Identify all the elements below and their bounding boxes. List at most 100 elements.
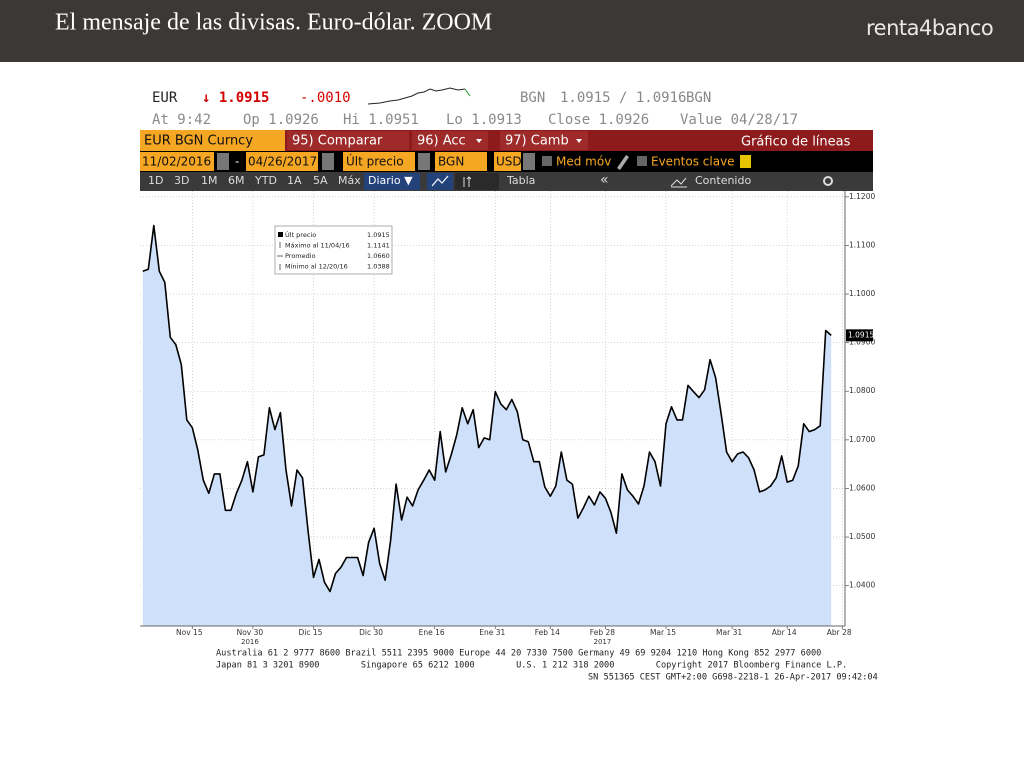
- frequency-button[interactable]: [364, 173, 420, 190]
- y-tick-label: 1.0500: [849, 532, 875, 541]
- legend-label: Mínimo al 12/20/16: [285, 263, 348, 271]
- quote-source-2: BGN: [686, 90, 711, 106]
- period[interactable]: 5A: [313, 174, 328, 187]
- y-tick-label: 1.0800: [849, 386, 875, 395]
- period[interactable]: 1D: [148, 174, 163, 187]
- y-tick-label: 1.1000: [849, 289, 875, 298]
- footer-line: Australia 61 2 9777 8600 Brazil 5511 239…: [216, 649, 821, 659]
- period[interactable]: 3D: [174, 174, 189, 187]
- compare: 95) Comparar: [292, 134, 383, 149]
- footer: Australia 61 2 9777 8600 Brazil 5511 239…: [216, 649, 878, 683]
- y-tick-label: 1.0900: [849, 338, 875, 347]
- dropdown-icon[interactable]: [418, 153, 430, 170]
- end-date: 04/26/2017: [248, 155, 317, 169]
- pen-icon[interactable]: [617, 155, 629, 170]
- period-buttons: 1D 3D 1M 6M YTD 1A 5A Máx: [148, 174, 361, 187]
- range-source: BGN: [438, 155, 464, 169]
- period-row: [140, 172, 873, 191]
- last-price-label: 1.0915: [848, 330, 874, 339]
- x-tick-label: Abr 28: [827, 628, 852, 637]
- x-tick-label: Dic 15: [299, 628, 323, 637]
- stat: Op 1.0926: [243, 112, 319, 128]
- x-year-label: 2016: [241, 638, 259, 646]
- source-field[interactable]: [435, 152, 487, 171]
- currency: USD: [496, 155, 522, 169]
- start-field[interactable]: [140, 152, 214, 171]
- footer-line: Japan 81 3 3201 8900 Singapore 65 6212 1…: [216, 661, 847, 671]
- logo: renta4banco: [866, 16, 993, 40]
- period[interactable]: YTD: [254, 174, 277, 187]
- bid-ask: 1.0915 / 1.0916: [560, 90, 686, 106]
- dropdown-arrow: [576, 139, 582, 143]
- dropdown-arrow: [476, 139, 482, 143]
- x-tick-label: Mar 15: [650, 628, 676, 637]
- checkbox[interactable]: [542, 156, 552, 166]
- x-tick-label: Feb 14: [535, 628, 560, 637]
- quote-row: EUR ↓ 1.0915 -.0010 BGN 1.0915 / 1.0916 …: [152, 87, 711, 106]
- x-tick-label: Feb 28: [590, 628, 615, 637]
- compare-button[interactable]: [287, 131, 409, 150]
- period[interactable]: 6M: [228, 174, 245, 187]
- info-icon[interactable]: [740, 155, 751, 168]
- legend-label: Últ precio: [285, 230, 316, 239]
- x-tick-label: Mar 31: [716, 628, 742, 637]
- legend-label: Máximo al 11/04/16: [285, 242, 350, 250]
- frequency: Diario ▼: [368, 174, 413, 187]
- slide-title: El mensaje de las divisas. Euro-dólar. Z…: [55, 10, 492, 36]
- actions-button[interactable]: [412, 131, 488, 150]
- change-button[interactable]: [500, 131, 588, 150]
- moving-average: Med móv: [556, 155, 611, 169]
- currency-field[interactable]: [494, 152, 521, 171]
- range-separator: -: [235, 155, 239, 169]
- last-price: ↓ 1.0915: [202, 90, 269, 106]
- line-icon: [431, 175, 449, 187]
- quote-source: BGN: [520, 90, 545, 106]
- content-button[interactable]: Contenido: [695, 174, 751, 187]
- settings-icon[interactable]: [823, 176, 833, 186]
- actions: 96) Acc: [417, 134, 466, 149]
- scale-icon: [463, 176, 472, 187]
- x-tick-label: Dic 30: [359, 628, 383, 637]
- legend-label: Promedio: [285, 252, 316, 260]
- x-tick-label: Nov 15: [176, 628, 203, 637]
- legend-value: 1.0660: [367, 252, 390, 260]
- table-button[interactable]: Tabla: [506, 174, 535, 187]
- y-tick-label: 1.0600: [849, 483, 875, 492]
- field-select[interactable]: [343, 152, 415, 171]
- y-tick-label: 1.0400: [849, 581, 875, 590]
- period[interactable]: 1M: [201, 174, 218, 187]
- stat: At 9:42: [152, 112, 211, 128]
- legend-marker: [278, 232, 283, 237]
- calendar-icon[interactable]: [217, 153, 229, 170]
- security: EUR BGN Curncy: [144, 134, 253, 149]
- scale-button[interactable]: [455, 173, 499, 190]
- dropdown-icon[interactable]: [523, 153, 535, 170]
- chart-type: Gráfico de líneas: [741, 135, 851, 150]
- stats-row: At 9:42 Op 1.0926 Hi 1.0951 Lo 1.0913 Cl…: [152, 112, 798, 128]
- footer-line: SN 551365 CEST GMT+2:00 G698-2218-1 26-A…: [588, 673, 878, 683]
- back-button[interactable]: «: [600, 172, 609, 188]
- x-tick-label: Ene 31: [479, 628, 505, 637]
- legend-value: 1.0388: [367, 263, 390, 271]
- start-date: 11/02/2016: [142, 155, 211, 169]
- legend-text: Últ precio 1.0915 Máximo al 11/04/16 1.1…: [285, 230, 390, 271]
- content-icon: [670, 177, 687, 188]
- period[interactable]: 1A: [287, 174, 302, 187]
- end-field[interactable]: [246, 152, 318, 171]
- stat: Value 04/28/17: [680, 112, 798, 128]
- last-price-tag: [846, 329, 873, 342]
- legend-value: 1.1141: [367, 242, 390, 250]
- calendar-icon[interactable]: [322, 153, 334, 170]
- period[interactable]: Máx: [338, 174, 361, 187]
- stat: Close 1.0926: [548, 112, 649, 128]
- sparkline: [367, 87, 466, 105]
- checkbox[interactable]: [637, 156, 647, 166]
- y-tick-label: 1.1200: [849, 192, 875, 201]
- y-tick-label: 1.1100: [849, 240, 875, 249]
- key-events: Eventos clave: [651, 155, 735, 169]
- sparkline-tail: [464, 88, 471, 97]
- change: 97) Camb: [505, 134, 569, 149]
- field: Últ precio: [346, 154, 404, 169]
- security-field[interactable]: [140, 130, 285, 151]
